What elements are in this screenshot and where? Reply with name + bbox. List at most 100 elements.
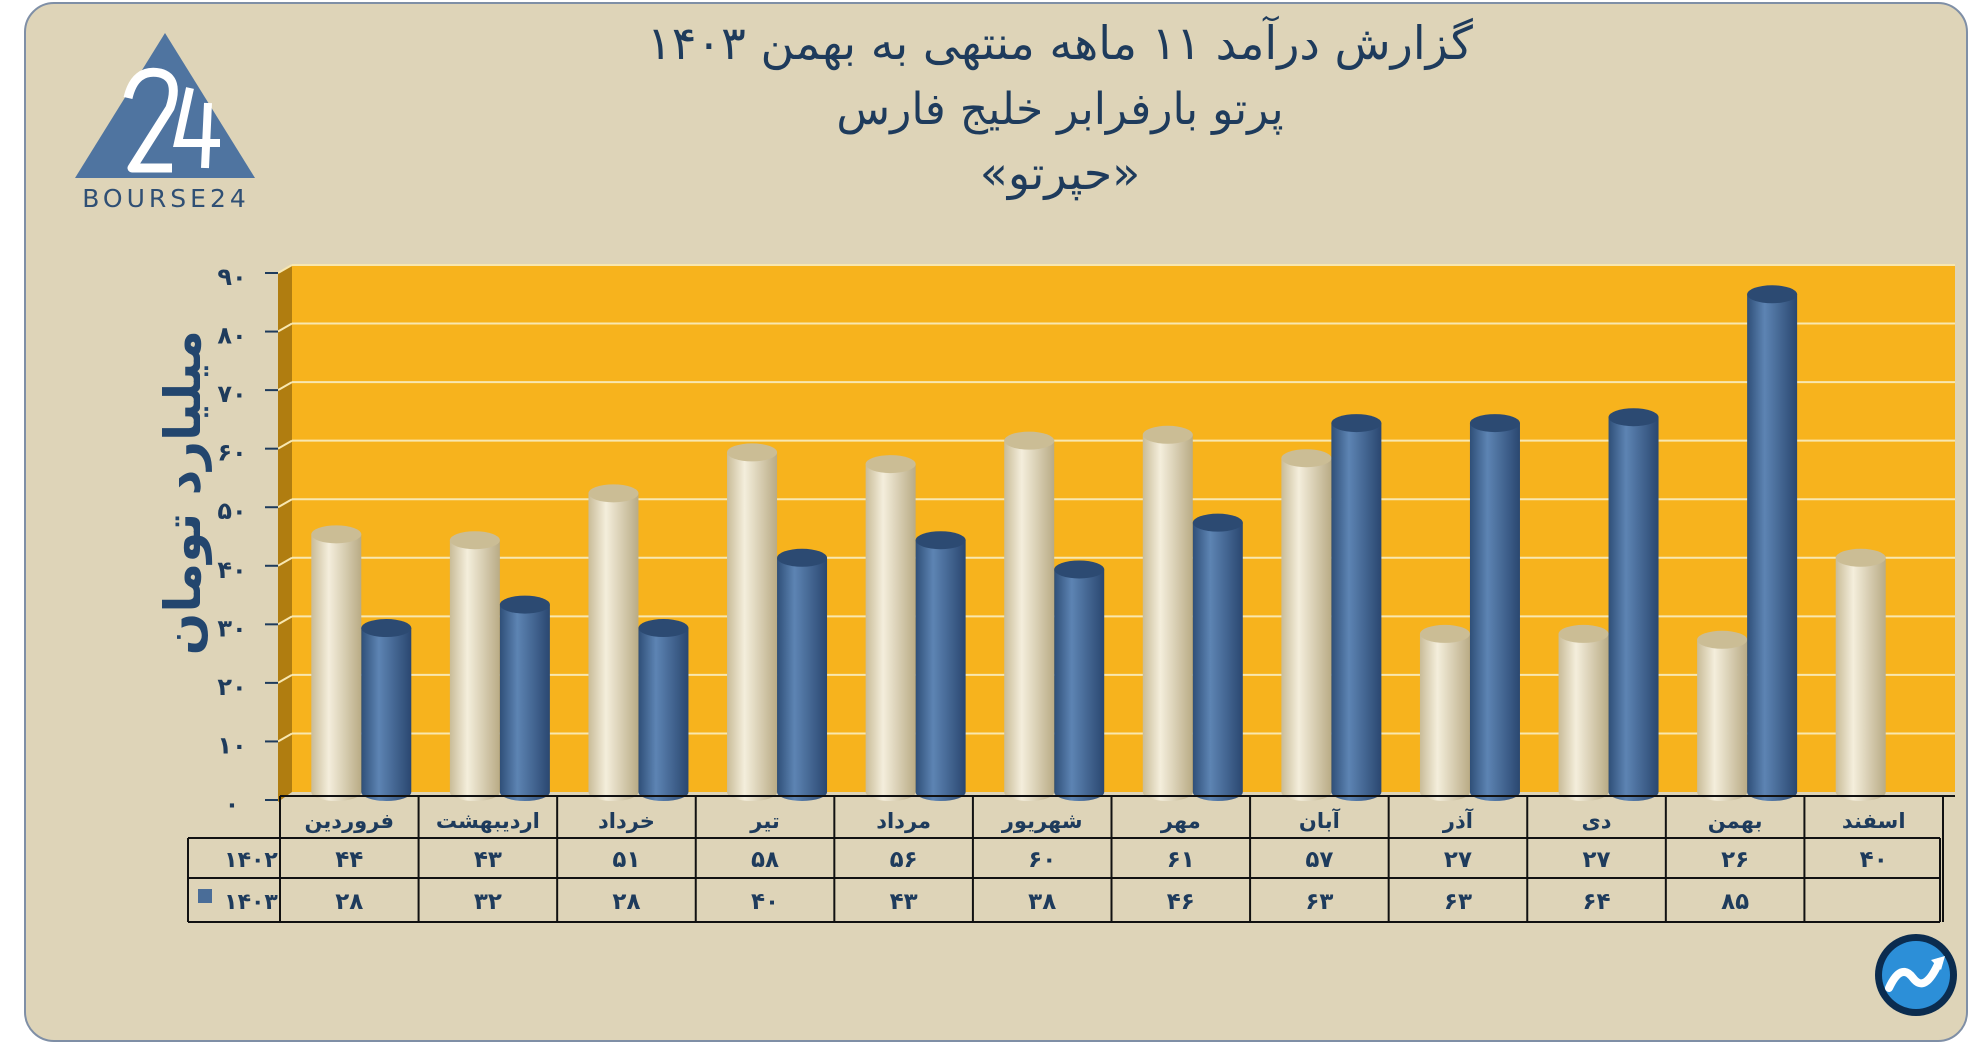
y-tick-label: ۸۰ [217,322,246,350]
bar-1403-top [1747,285,1798,304]
report-title: گزارش درآمد ۱۱ ماهه منتهی به بهمن ۱۴۰۳ [647,16,1473,70]
bar-1403-top [499,595,550,614]
x-category-label: مهر [1160,809,1201,833]
bourse24-logo [75,33,255,178]
gridline-side [277,264,293,274]
plot-side-wall [278,265,292,802]
bar-1403-top [361,619,412,638]
plot-area [292,265,1955,792]
data-label: ۲۸ [335,889,363,915]
gridline-side [277,498,293,509]
y-tick-label: ۲۰ [217,673,246,701]
bar-1402-top [865,455,916,474]
gridline-side [277,615,293,626]
bar-1402-top [1419,624,1470,643]
bar-1402 [311,534,362,801]
y-tick-label: ۷۰ [217,380,246,408]
data-label: ۴۳ [474,847,502,873]
gridline-side [277,439,293,450]
x-category-label: خرداد [598,809,655,833]
bar-1402 [449,540,500,801]
gridline-side [277,322,293,333]
y-tick-label: ۶۰ [217,439,246,467]
bar-1402 [1142,434,1193,801]
bar-1402 [1835,557,1886,801]
bar-1402-top [1004,431,1055,450]
bar-1402 [1419,633,1470,801]
data-label: ۲۸ [612,889,640,915]
bar-1403-top [1331,414,1382,433]
data-label: ۵۸ [751,847,779,873]
bar-1402 [727,452,778,801]
data-label: ۲۷ [1444,847,1472,873]
data-label: ۶۴ [1583,889,1611,915]
gridline-side [277,732,293,743]
data-label: ۸۵ [1721,889,1749,915]
bar-1402 [1697,639,1748,801]
data-label: ۶۳ [1444,889,1472,915]
bar-1402-top [449,531,500,550]
data-label: ۵۷ [1305,847,1333,873]
y-tick-label: ۴۰ [217,556,246,584]
bar-1402-top [1558,624,1609,643]
data-label: ۵۶ [890,847,918,873]
bar-1402 [1281,458,1332,801]
data-label: ۶۰ [1028,847,1056,873]
x-category-label: آبان [1299,808,1341,833]
data-label: ۳۸ [1028,889,1056,915]
bar-1403 [638,628,689,801]
bar-1403 [361,628,412,801]
series-name-0: ۱۴۰۲ [224,848,278,873]
bar-1402-top [588,484,639,503]
x-category-label: دی [1582,809,1612,833]
bar-1403-top [1054,560,1105,579]
bar-1403 [1331,423,1382,801]
data-label: ۴۶ [1167,889,1195,915]
gridline-side [277,556,293,567]
x-category-label: آذر [1442,808,1474,833]
data-label: ۴۰ [1860,847,1888,873]
bar-1403 [499,604,550,801]
bar-1402 [1004,440,1055,802]
bar-1403 [1192,522,1243,801]
bar-1402-top [1281,449,1332,468]
gridline-side [277,381,293,391]
bar-1403 [1608,417,1659,801]
y-tick-label: ۱۰ [217,731,246,759]
data-label: ۳۲ [474,889,502,915]
bar-1403-top [777,548,828,567]
logo-text: BOURSE24 [82,184,250,213]
data-label: ۴۰ [751,889,779,915]
data-label: ۶۳ [1305,889,1333,915]
bar-1403 [1054,569,1105,801]
bar-1402-top [1697,630,1748,649]
x-category-label: مرداد [876,809,931,833]
data-label: ۶۱ [1167,847,1195,873]
x-category-label: بهمن [1708,809,1763,833]
data-label: ۲۶ [1721,847,1749,873]
y-tick-label: ۹۰ [217,263,246,291]
data-label: ۵۱ [612,847,640,873]
bar-1402-top [727,443,778,462]
bar-1402-top [1835,548,1886,567]
y-tick-label: ۳۰ [217,614,246,642]
ticker-symbol: «حپرتو» [979,146,1141,200]
bar-1402-top [311,525,362,544]
bar-1403-top [1608,408,1659,427]
data-label: ۴۳ [890,889,918,915]
bar-1403-top [1469,414,1520,433]
y-tick-label: ۰ [225,790,240,818]
bar-1403 [1747,294,1798,801]
bar-1403-top [638,619,689,638]
bar-1403 [915,540,966,801]
gridline-side [277,674,293,684]
bar-1403-top [915,531,966,550]
bar-1403 [1469,423,1520,801]
trend-badge-icon [1875,934,1957,1016]
bar-1403 [777,557,828,801]
bar-1403-top [1192,513,1243,532]
bar-1402-top [1142,425,1193,444]
y-tick-label: ۵۰ [217,497,246,525]
series-name-1: ۱۴۰۳ [224,890,278,915]
